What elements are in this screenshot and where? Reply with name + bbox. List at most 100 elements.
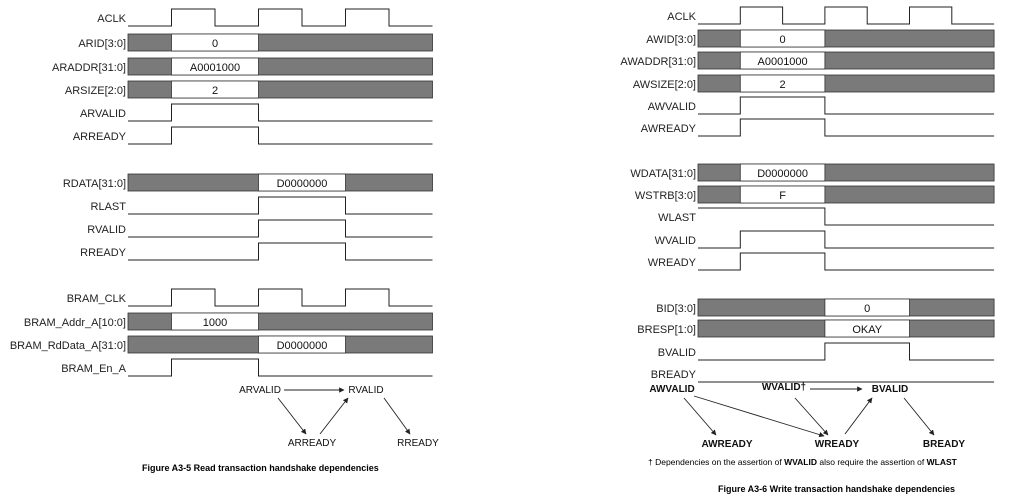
read-dep-node-arready: ARREADY (288, 438, 337, 449)
write-bus-value-awsize-2-0 (739, 74, 826, 93)
write-signal-bresp-1-0: BRESP[1:0] OKAY (637, 319, 995, 338)
read-signal-rdata-31-0: RDATA[31:0] D0000000 (63, 173, 433, 192)
write-signal-aclk: ACLK (667, 6, 995, 25)
read-dep-node-rvalid: RVALID (348, 385, 383, 396)
read-signal-aclk: ACLK (97, 8, 433, 27)
write-dep-arrow-6 (903, 397, 935, 436)
write-wave-wvalid (698, 230, 995, 249)
write-dep-arrow-5 (844, 397, 873, 435)
write-signal-wlast: WLAST (658, 207, 995, 226)
read-signal-bram-en-a: BRAM_En_A (61, 358, 433, 377)
write-signal-awsize-2-0: AWSIZE[2:0] 2 (633, 74, 995, 93)
write-bus-text-wdata-31-0: D0000000 (757, 168, 808, 180)
read-label-aclk: ACLK (97, 13, 126, 25)
read-dep-arrow-3 (319, 397, 349, 435)
read-signal-arvalid: ARVALID (80, 103, 433, 122)
read-bus-value-arid-3-0 (171, 33, 259, 52)
write-dep-arrow-3 (693, 395, 825, 438)
read-dep-arrow-4 (383, 397, 411, 435)
read-dep-node-rready: RREADY (397, 438, 439, 449)
read-wave-arready (128, 126, 433, 145)
write-bus-value-wdata-31-0 (739, 163, 826, 182)
write-wave-wlast (698, 207, 995, 226)
write-figure-caption: Figure A3-6 Write transaction handshake … (718, 484, 956, 494)
read-bus-text-arid-3-0: 0 (212, 38, 218, 50)
write-bus-text-bresp-1-0: OKAY (852, 324, 882, 336)
read-wave-rready (128, 242, 433, 261)
write-label-awsize-2-0: AWSIZE[2:0] (633, 79, 696, 91)
write-wave-awvalid (698, 96, 995, 115)
read-bus-text-araddr-31-0: A0001000 (190, 62, 240, 74)
write-signal-bvalid: BVALID (658, 342, 995, 361)
write-label-bresp-1-0: BRESP[1:0] (637, 324, 696, 336)
write-label-awready: AWREADY (641, 123, 697, 135)
read-bus-text-bram-rddata-a-31-0: D0000000 (277, 340, 328, 352)
read-signal-rlast: RLAST (91, 196, 433, 215)
write-dep-node-awready: AWREADY (701, 439, 752, 450)
read-bus-value-arsize-2-0 (171, 80, 259, 99)
write-bus-text-wstrb-3-0: F (779, 190, 786, 202)
write-dep-node-wvalid: WVALID† (762, 382, 806, 393)
read-label-arsize-2-0: ARSIZE[2:0] (65, 85, 126, 97)
write-bus-value-awid-3-0 (739, 29, 826, 48)
read-bus-text-rdata-31-0: D0000000 (277, 178, 328, 190)
footnote-signal-1: WVALID (784, 457, 817, 467)
write-signal-wvalid: WVALID (655, 230, 995, 249)
write-dep-arrow-4 (794, 397, 829, 436)
read-signal-arid-3-0: ARID[3:0] 0 (78, 33, 433, 52)
write-bus-text-bid-3-0: 0 (864, 303, 870, 315)
write-bus-value-awaddr-31-0 (739, 51, 826, 70)
read-label-araddr-31-0: ARADDR[31:0] (52, 62, 126, 74)
write-label-wvalid: WVALID (655, 235, 696, 247)
write-signal-wdata-31-0: WDATA[31:0] D0000000 (630, 163, 995, 182)
write-label-aclk: ACLK (667, 11, 696, 23)
write-label-wdata-31-0: WDATA[31:0] (630, 168, 696, 180)
read-label-bram-en-a: BRAM_En_A (61, 363, 126, 375)
read-signal-rready: RREADY (80, 242, 433, 261)
footnote-middle: also require the assertion of (817, 457, 927, 467)
read-wave-arvalid (128, 103, 433, 122)
write-dep-node-awvalid: AWVALID (649, 384, 694, 395)
write-bus-text-awid-3-0: 0 (780, 34, 786, 46)
read-label-arready: ARREADY (73, 131, 127, 143)
write-footnote: † Dependencies on the assertion of WVALI… (648, 457, 957, 467)
write-label-bready: BREADY (651, 369, 697, 381)
write-signal-bready: BREADY (651, 369, 995, 383)
write-bus-text-awaddr-31-0: A0001000 (758, 56, 808, 68)
read-label-bram-rddata-a-31-0: BRAM_RdData_A[31:0] (10, 340, 126, 352)
read-bus-text-bram-addr-a-10-0: 1000 (203, 317, 227, 329)
read-dep-arrow-2 (277, 397, 307, 435)
write-signal-wstrb-3-0: WSTRB[3:0] F (635, 185, 995, 204)
write-signal-awready: AWREADY (641, 118, 995, 137)
read-dep-node-arvalid: ARVALID (239, 385, 281, 396)
read-label-rready: RREADY (80, 247, 127, 259)
read-bus-value-bram-addr-a-10-0 (171, 312, 259, 331)
write-label-wready: WREADY (648, 257, 697, 269)
read-label-arvalid: ARVALID (80, 108, 126, 120)
write-signal-wready: WREADY (648, 252, 995, 271)
read-bus-value-rdata-31-0 (258, 173, 346, 192)
read-signal-bram-rddata-a-31-0: BRAM_RdData_A[31:0] D0000000 (10, 335, 433, 354)
write-label-bid-3-0: BID[3:0] (656, 303, 696, 315)
read-signal-bram-clk: BRAM_CLK (67, 288, 433, 307)
read-wave-bram-clk (128, 288, 433, 307)
footnote-signal-2: WLAST (926, 457, 957, 467)
read-label-arid-3-0: ARID[3:0] (78, 38, 126, 50)
read-signal-araddr-31-0: ARADDR[31:0] A0001000 (52, 57, 433, 76)
read-label-bram-addr-a-10-0: BRAM_Addr_A[10:0] (24, 317, 126, 329)
write-wave-bvalid (698, 342, 995, 361)
read-wave-bram-en-a (128, 358, 433, 377)
write-label-awaddr-31-0: AWADDR[31:0] (620, 56, 696, 68)
write-signal-bid-3-0: BID[3:0] 0 (656, 298, 995, 317)
write-signal-awvalid: AWVALID (648, 96, 995, 115)
read-label-rvalid: RVALID (87, 224, 126, 236)
write-bus-value-bid-3-0 (824, 298, 910, 317)
read-signal-bram-addr-a-10-0: BRAM_Addr_A[10:0] 1000 (24, 312, 433, 331)
read-signal-arsize-2-0: ARSIZE[2:0] 2 (65, 80, 433, 99)
write-dep-node-wready: WREADY (815, 439, 860, 450)
write-signal-awaddr-31-0: AWADDR[31:0] A0001000 (620, 51, 995, 70)
read-signal-rvalid: RVALID (87, 219, 433, 238)
write-bus-value-bresp-1-0 (824, 319, 910, 338)
